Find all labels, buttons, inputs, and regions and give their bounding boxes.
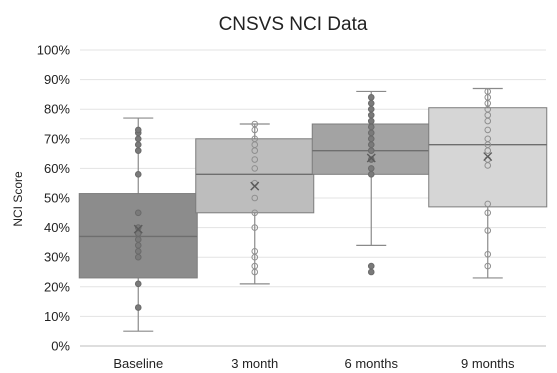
- data-point: [367, 129, 375, 137]
- data-point: [367, 99, 375, 107]
- y-tick-label: 30%: [44, 250, 70, 265]
- data-point: [134, 126, 142, 134]
- data-point: [251, 120, 259, 128]
- data-point: [484, 250, 492, 258]
- data-point: [367, 165, 375, 172]
- data-point: [367, 117, 375, 125]
- x-tick-label: Baseline: [113, 356, 163, 371]
- mean-marker: [366, 153, 376, 163]
- data-point: [251, 194, 259, 202]
- data-point: [484, 209, 492, 217]
- data-point: [484, 200, 492, 208]
- data-point: [251, 165, 259, 172]
- y-tick-label: 10%: [44, 309, 70, 324]
- data-point: [251, 247, 259, 255]
- data-point: [484, 88, 492, 95]
- data-point: [367, 141, 375, 149]
- data-point: [484, 227, 492, 234]
- y-tick-label: 40%: [44, 220, 70, 235]
- y-axis-label: NCI Score: [11, 171, 25, 227]
- y-tick-label: 100%: [37, 43, 71, 58]
- box-group: [78, 117, 198, 332]
- data-point: [251, 262, 259, 270]
- mean-marker: [483, 152, 493, 162]
- data-point: [484, 135, 492, 143]
- data-point: [134, 171, 142, 178]
- y-tick-label: 90%: [44, 72, 70, 87]
- box-iqr: [195, 138, 315, 214]
- data-point: [134, 253, 142, 261]
- y-tick-label: 50%: [44, 191, 70, 206]
- data-point: [367, 94, 375, 101]
- y-tick-label: 60%: [44, 161, 70, 176]
- data-point: [134, 247, 142, 255]
- data-point: [134, 209, 142, 217]
- box-group: [311, 90, 431, 276]
- mean-marker: [250, 181, 260, 191]
- y-tick-label: 20%: [44, 279, 70, 294]
- data-point: [367, 135, 375, 143]
- data-point: [484, 262, 492, 270]
- y-tick-label: 80%: [44, 102, 70, 117]
- x-tick-label: 9 months: [461, 356, 515, 371]
- data-point: [251, 224, 259, 231]
- data-point: [367, 147, 375, 154]
- y-tick-label: 0%: [51, 339, 70, 354]
- y-tick-labels: 0% 10% 20% 30% 40% 50% 60% 70% 80% 90% 100%: [37, 43, 71, 354]
- data-point: [134, 141, 142, 149]
- data-point: [367, 111, 375, 119]
- box-series: [78, 87, 548, 332]
- box-group: [428, 87, 548, 279]
- box-group: [195, 120, 315, 285]
- mean-marker: [133, 224, 143, 234]
- data-point: [134, 280, 142, 288]
- data-point: [367, 123, 375, 131]
- data-point: [484, 126, 492, 134]
- data-point: [134, 147, 142, 154]
- data-point: [251, 209, 259, 217]
- data-point: [134, 135, 142, 143]
- data-point: [367, 105, 375, 113]
- x-tick-labels: Baseline 3 month 6 months 9 months: [113, 356, 515, 371]
- chart-title: CNSVS NCI Data: [219, 14, 368, 35]
- data-point: [367, 262, 375, 270]
- y-tick-label: 70%: [44, 131, 70, 146]
- data-point: [134, 304, 142, 311]
- data-point: [251, 156, 259, 163]
- data-point: [134, 236, 142, 243]
- data-point: [251, 135, 259, 143]
- data-point: [367, 156, 375, 163]
- data-point: [367, 268, 375, 276]
- x-tick-label: 3 month: [231, 356, 278, 371]
- x-tick-label: 6 months: [345, 356, 399, 371]
- data-point: [134, 224, 142, 231]
- data-point: [134, 242, 142, 249]
- data-point: [367, 171, 375, 178]
